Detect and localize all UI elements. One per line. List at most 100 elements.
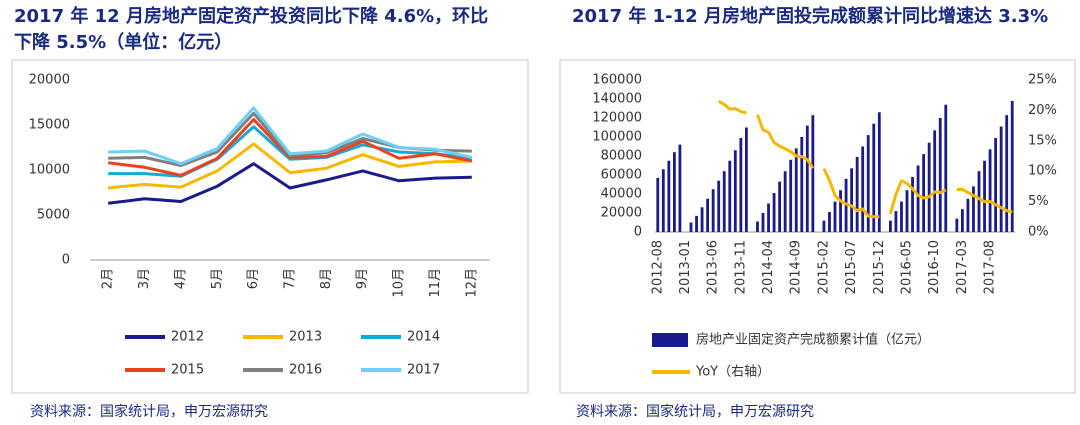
- bar: [911, 176, 914, 232]
- bar: [711, 189, 715, 232]
- bar: [767, 203, 770, 232]
- legend-swatch: [652, 333, 688, 347]
- bar: [722, 171, 726, 232]
- bar: [739, 137, 743, 232]
- bar: [833, 201, 837, 232]
- bar: [689, 222, 693, 232]
- y2-tick-label: 15%: [1028, 133, 1057, 148]
- x-tick-label: 2017-03: [955, 240, 970, 294]
- y2-tick-label: 10%: [1028, 164, 1057, 179]
- bar: [800, 137, 804, 232]
- series-line: [107, 118, 473, 177]
- bar: [894, 211, 898, 232]
- y-tick-label: 40000: [601, 187, 642, 202]
- x-tick-label: 2012-08: [650, 240, 665, 294]
- bar: [756, 221, 759, 232]
- bar: [972, 186, 975, 232]
- x-tick-label: 3月: [137, 268, 152, 289]
- x-tick-label: 2013-06: [706, 240, 721, 294]
- y-tick-label: 0: [62, 253, 70, 268]
- bar: [667, 160, 671, 232]
- bar: [877, 112, 881, 232]
- legend-label: 2015: [171, 363, 204, 378]
- y-tick-label: 20000: [601, 206, 642, 221]
- y-tick-label: 80000: [601, 149, 642, 164]
- x-tick-label: 2月: [101, 268, 116, 289]
- y-tick-label: 15000: [29, 118, 70, 133]
- bar: [744, 127, 748, 232]
- bar: [811, 115, 815, 232]
- bar: [888, 220, 892, 232]
- x-tick-label: 12月: [464, 268, 479, 298]
- bar: [938, 118, 942, 232]
- bar: [955, 218, 959, 232]
- x-tick-label: 5月: [210, 268, 225, 289]
- x-tick-label: 2013-11: [733, 240, 748, 294]
- x-tick-label: 2014-09: [789, 240, 804, 294]
- x-tick-label: 4月: [173, 268, 188, 289]
- bar: [861, 146, 865, 232]
- x-tick-label: 2017-08: [983, 240, 998, 294]
- x-tick-label: 2016-05: [900, 240, 915, 294]
- x-tick-label: 2016-10: [927, 240, 942, 294]
- bar: [839, 190, 842, 232]
- bar: [805, 125, 809, 232]
- legend-label: YoY（右轴）: [695, 365, 770, 380]
- y-tick-label: 20000: [29, 73, 70, 88]
- y-tick-label: 0: [634, 225, 642, 240]
- source: 资料来源：国家统计局，申万宏源研究: [576, 403, 814, 420]
- bar: [960, 209, 964, 232]
- x-tick-label: 6月: [246, 268, 261, 289]
- bar: [916, 165, 920, 232]
- bar: [761, 213, 765, 232]
- x-tick-label: 2014-04: [761, 240, 776, 294]
- bar: [661, 169, 665, 232]
- bar: [855, 156, 859, 232]
- bar: [695, 215, 698, 232]
- y-tick-label: 100000: [592, 130, 642, 145]
- x-tick-label: 2015-12: [872, 240, 887, 294]
- panel-frame: [559, 59, 1076, 394]
- legend-label: 2012: [171, 330, 204, 345]
- x-tick-label: 2013-01: [678, 240, 693, 294]
- bar: [850, 168, 854, 232]
- chart-title: 2017 年 1-12 月房地产固投完成额累计同比增速达 3.3%: [572, 6, 1049, 27]
- bar: [789, 159, 793, 232]
- legend-label: 2016: [289, 363, 322, 378]
- bar: [983, 160, 986, 232]
- legend-label: 2013: [289, 330, 322, 345]
- y2-tick-label: 0%: [1028, 225, 1049, 240]
- y2-tick-label: 20%: [1028, 103, 1057, 118]
- y2-tick-label: 25%: [1028, 73, 1057, 88]
- series-line: [108, 125, 473, 178]
- source: 资料来源：国家统计局，申万宏源研究: [30, 403, 268, 420]
- chart-title: 2017 年 12 月房地产固定资产投资同比下降 4.6%，环比下降 5.5%（…: [14, 6, 489, 53]
- bar: [656, 177, 660, 232]
- bar: [728, 160, 732, 232]
- bar: [1005, 115, 1009, 232]
- x-tick-label: 7月: [283, 268, 298, 289]
- bar: [999, 126, 1003, 232]
- y-tick-label: 5000: [37, 208, 70, 223]
- bar: [778, 181, 782, 232]
- bar: [672, 152, 676, 232]
- bar: [977, 171, 981, 232]
- x-tick-label: 10月: [392, 268, 407, 298]
- y-tick-label: 160000: [592, 73, 642, 88]
- legend-label: 2017: [407, 363, 440, 378]
- bar: [927, 142, 931, 232]
- bar: [994, 137, 998, 232]
- bar: [700, 207, 704, 232]
- bar: [733, 150, 737, 232]
- x-tick-label: 8月: [319, 268, 334, 289]
- y-tick-label: 120000: [592, 111, 642, 126]
- bar: [900, 201, 903, 232]
- series-line: [108, 142, 472, 190]
- panel-frame: [11, 59, 529, 394]
- series-line: [107, 162, 472, 205]
- y-tick-label: 10000: [29, 163, 70, 178]
- bar: [706, 198, 710, 232]
- bar: [828, 212, 831, 232]
